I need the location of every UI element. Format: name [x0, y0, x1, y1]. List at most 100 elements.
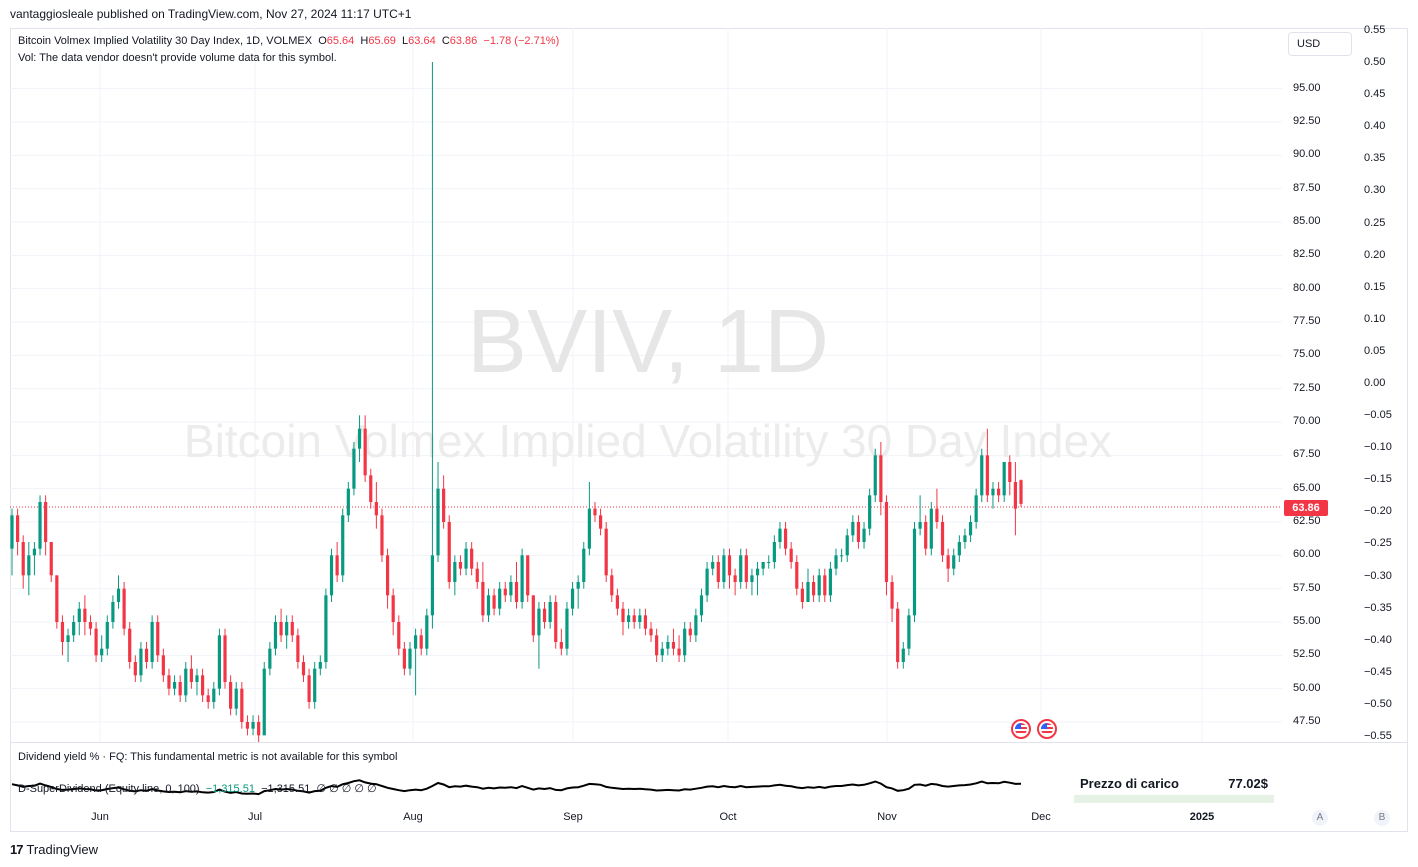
candle-body: [139, 648, 143, 676]
candle-body: [402, 648, 406, 669]
candle-body: [649, 628, 653, 636]
candle: [116, 575, 121, 609]
us-flag-event-icon[interactable]: [1011, 719, 1031, 739]
footer-brand[interactable]: TradingView: [26, 842, 99, 857]
candle-body: [341, 515, 345, 576]
candle-body: [307, 675, 311, 702]
candle-body: [363, 428, 367, 476]
pane-divider[interactable]: [10, 742, 1408, 743]
candle-body: [907, 615, 911, 649]
tradingview-logo-icon[interactable]: 17: [10, 842, 24, 857]
candle-body: [509, 582, 513, 596]
candle: [890, 575, 894, 622]
currency-button[interactable]: USD: [1288, 32, 1352, 56]
candle: [178, 675, 182, 702]
candle: [223, 628, 227, 689]
candle-body: [559, 642, 563, 649]
candle: [1008, 455, 1012, 496]
watermark-symbol: BVIV, 1D: [467, 292, 829, 392]
superdividend-name: D-SuperDividend (Equity line, 0, 100): [18, 783, 200, 795]
legend-c-label: C: [441, 35, 450, 47]
candle: [307, 668, 311, 709]
b-button[interactable]: B: [1374, 810, 1390, 826]
candle-body: [486, 595, 491, 616]
superdividend-legend: D-SuperDividend (Equity line, 0, 100) −1…: [18, 782, 377, 795]
candle: [587, 482, 591, 556]
candle-body: [32, 548, 37, 556]
candle: [526, 555, 530, 602]
candle: [268, 642, 272, 676]
candle: [296, 628, 300, 669]
us-flag-event-icon[interactable]: [1037, 719, 1057, 739]
candle: [952, 548, 956, 576]
candle-body: [879, 455, 883, 502]
candle: [430, 62, 435, 629]
candle: [402, 642, 406, 676]
candle: [677, 635, 681, 662]
auto-scale-button[interactable]: A: [1312, 810, 1328, 826]
candle-body: [896, 608, 900, 662]
price-axis-label: 50.00: [1293, 681, 1321, 694]
candle-body: [711, 562, 715, 569]
grid-lines: [10, 28, 1282, 742]
candle-body: [273, 622, 278, 649]
candle-body: [178, 682, 182, 696]
time-axis-label: 2025: [1189, 811, 1215, 823]
candle: [184, 662, 188, 702]
candle-body: [957, 542, 961, 556]
candle-body: [683, 628, 687, 656]
candle: [486, 588, 491, 622]
candle: [425, 608, 429, 656]
candle: [610, 568, 614, 602]
candle-body: [795, 562, 799, 589]
candle: [604, 522, 608, 582]
time-axis-label: Jul: [247, 811, 263, 823]
candle-body: [313, 668, 317, 702]
candle-body: [257, 722, 261, 736]
candle: [660, 642, 664, 662]
overlay-label: Prezzo di carico: [1080, 776, 1179, 791]
candle-body: [991, 488, 995, 496]
candle-body: [10, 515, 14, 549]
candle-body: [1008, 462, 1012, 482]
candle: [16, 508, 20, 556]
candle: [217, 628, 222, 696]
candle-body: [122, 588, 126, 629]
candle: [565, 602, 569, 656]
candle: [369, 468, 373, 509]
candle: [817, 568, 821, 602]
candle: [111, 595, 115, 629]
right-axis-label: 0.30: [1364, 184, 1386, 197]
time-axis-label: Sep: [563, 811, 583, 823]
candle-body: [946, 555, 950, 569]
candle-body: [133, 662, 137, 676]
candle: [313, 662, 317, 709]
candle: [442, 475, 446, 529]
candle: [200, 668, 205, 702]
right-axis-label: −0.10: [1364, 441, 1392, 454]
right-axis-label: 0.35: [1364, 152, 1386, 165]
candle: [582, 542, 586, 589]
candle: [66, 628, 70, 662]
candle: [464, 542, 468, 576]
candle: [991, 482, 995, 509]
candle: [856, 515, 861, 549]
price-axis-label: 60.00: [1293, 548, 1321, 561]
candle: [828, 562, 833, 602]
candle-body: [912, 528, 917, 616]
candle-body: [481, 582, 485, 616]
price-axis-label: 85.00: [1293, 215, 1321, 227]
candle: [929, 502, 933, 556]
superdividend-zeros: ∅ ∅ ∅ ∅ ∅: [316, 783, 377, 795]
candle-body: [217, 635, 222, 689]
candle: [845, 528, 849, 562]
candle: [627, 608, 631, 629]
candle: [907, 608, 911, 656]
candle-body: [206, 695, 210, 702]
candle: [77, 602, 81, 636]
candle-body: [172, 682, 177, 689]
candle-body: [503, 588, 507, 596]
candle: [251, 715, 255, 736]
candle: [985, 428, 989, 502]
